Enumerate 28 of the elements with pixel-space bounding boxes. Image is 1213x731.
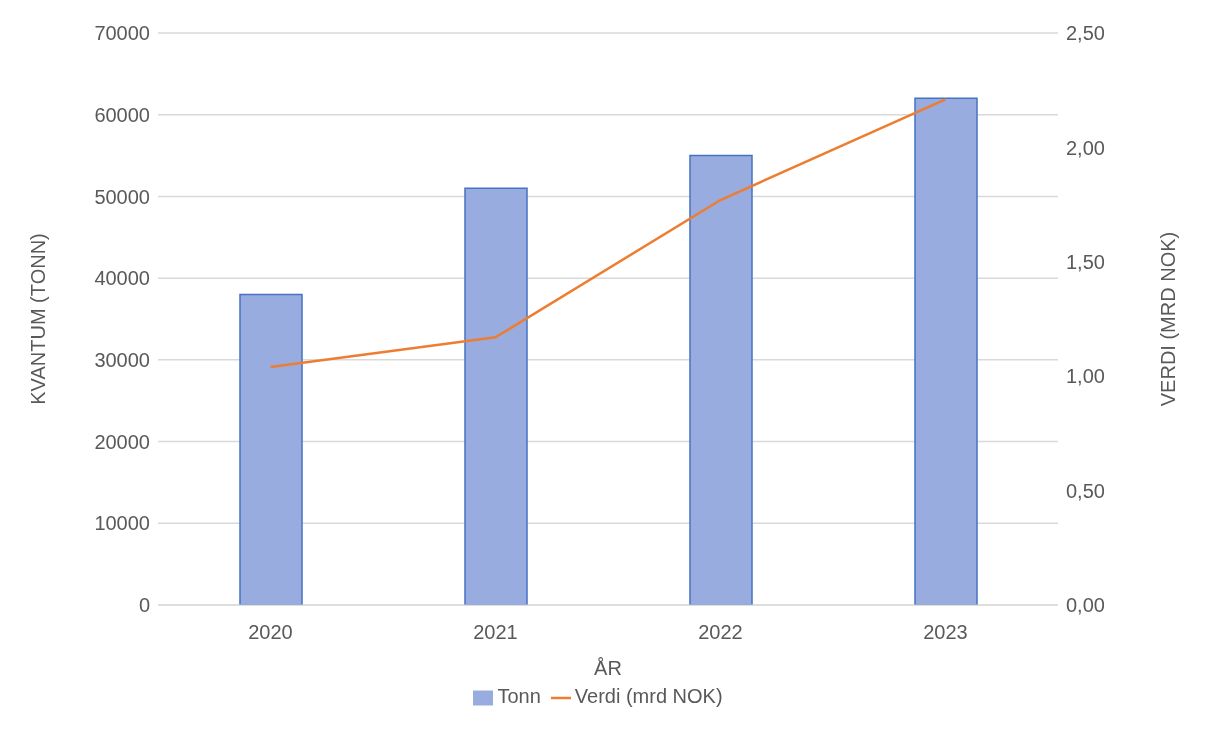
x-tick-label: 2022 <box>698 621 743 644</box>
y2-axis-title: VERDI (MRD NOK) <box>1157 231 1180 407</box>
y2-tick-label: 1,00 <box>1066 365 1105 388</box>
y-tick-label: 70000 <box>94 22 150 45</box>
y-tick-label: 60000 <box>94 103 150 126</box>
y2-tick-label: 2,50 <box>1066 22 1105 45</box>
x-axis-title: ÅR <box>594 657 622 679</box>
bar <box>689 154 753 605</box>
y2-tick-label: 2,00 <box>1066 136 1105 159</box>
y2-tick-label: 0,50 <box>1066 479 1105 502</box>
y-tick-label: 10000 <box>94 512 150 535</box>
y-axis-title: KVANTUM (TONN) <box>27 233 50 405</box>
y-tick-label: 40000 <box>94 267 150 290</box>
x-tick-label: 2020 <box>248 621 293 644</box>
y-tick-label: 20000 <box>94 430 150 453</box>
y-tick-label: 50000 <box>94 185 150 208</box>
y2-tick-label: 0,00 <box>1066 594 1105 617</box>
legend-label: Verdi (mrd NOK) <box>574 685 723 707</box>
bar <box>239 293 303 605</box>
x-tick-label: 2023 <box>923 621 968 644</box>
legend-label: Tonn <box>497 685 541 707</box>
bar <box>464 187 528 605</box>
bar <box>914 97 978 605</box>
y-tick-label: 30000 <box>94 348 150 371</box>
y-tick-label: 0 <box>138 594 150 617</box>
line-series <box>269 98 947 369</box>
x-tick-label: 2021 <box>473 621 518 644</box>
y2-tick-label: 1,50 <box>1066 250 1105 273</box>
